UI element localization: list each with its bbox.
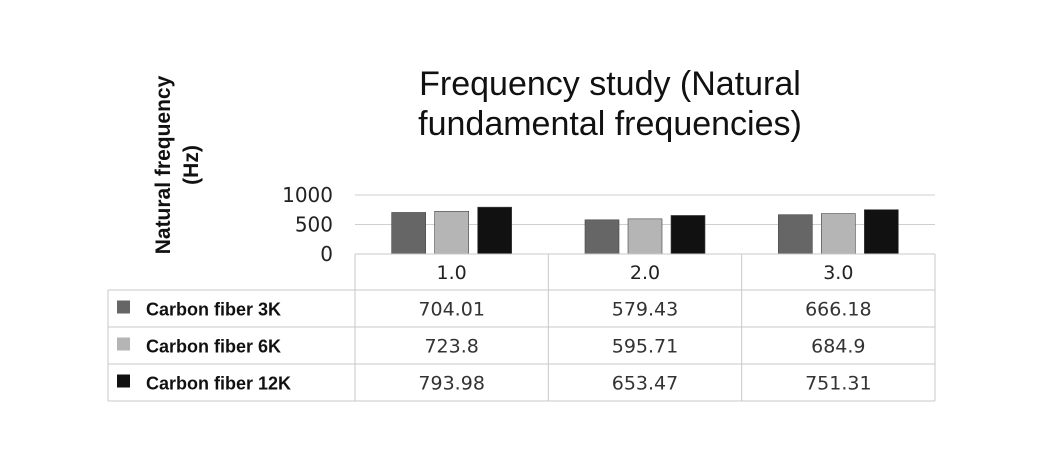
legend-swatch: [117, 337, 130, 351]
bar: [584, 219, 620, 255]
y-tick-label: 1000: [282, 183, 333, 207]
bar: [627, 218, 663, 255]
chart-title: Frequency study (Natural fundamental fre…: [418, 65, 802, 143]
data-label: 684.9: [811, 336, 865, 358]
legend-label: Carbon fiber 3K: [146, 300, 281, 320]
data-label: 666.18: [805, 299, 871, 321]
category-label: 2.0: [630, 262, 660, 284]
bar: [778, 214, 813, 255]
data-label: 793.98: [418, 373, 484, 395]
y-tick-label: 500: [295, 213, 333, 237]
legend-swatch: [117, 300, 130, 314]
legend-label: Carbon fiber 12K: [146, 374, 291, 394]
data-label: 751.31: [805, 373, 871, 395]
data-label: 653.47: [612, 373, 678, 395]
data-label: 595.71: [612, 336, 678, 358]
bar: [391, 212, 426, 255]
data-label: 704.01: [418, 299, 484, 321]
bar: [434, 210, 469, 255]
data-label: 723.8: [424, 336, 478, 358]
bar: [670, 215, 706, 255]
y-tick-label: 0: [320, 242, 333, 266]
legend-swatch: [117, 374, 130, 388]
bar: [477, 206, 512, 255]
legend-label: Carbon fiber 6K: [146, 337, 281, 357]
bar: [864, 209, 899, 255]
data-label: 579.43: [612, 299, 678, 321]
category-label: 3.0: [823, 262, 853, 284]
bar: [821, 213, 856, 255]
category-label: 1.0: [437, 262, 467, 284]
